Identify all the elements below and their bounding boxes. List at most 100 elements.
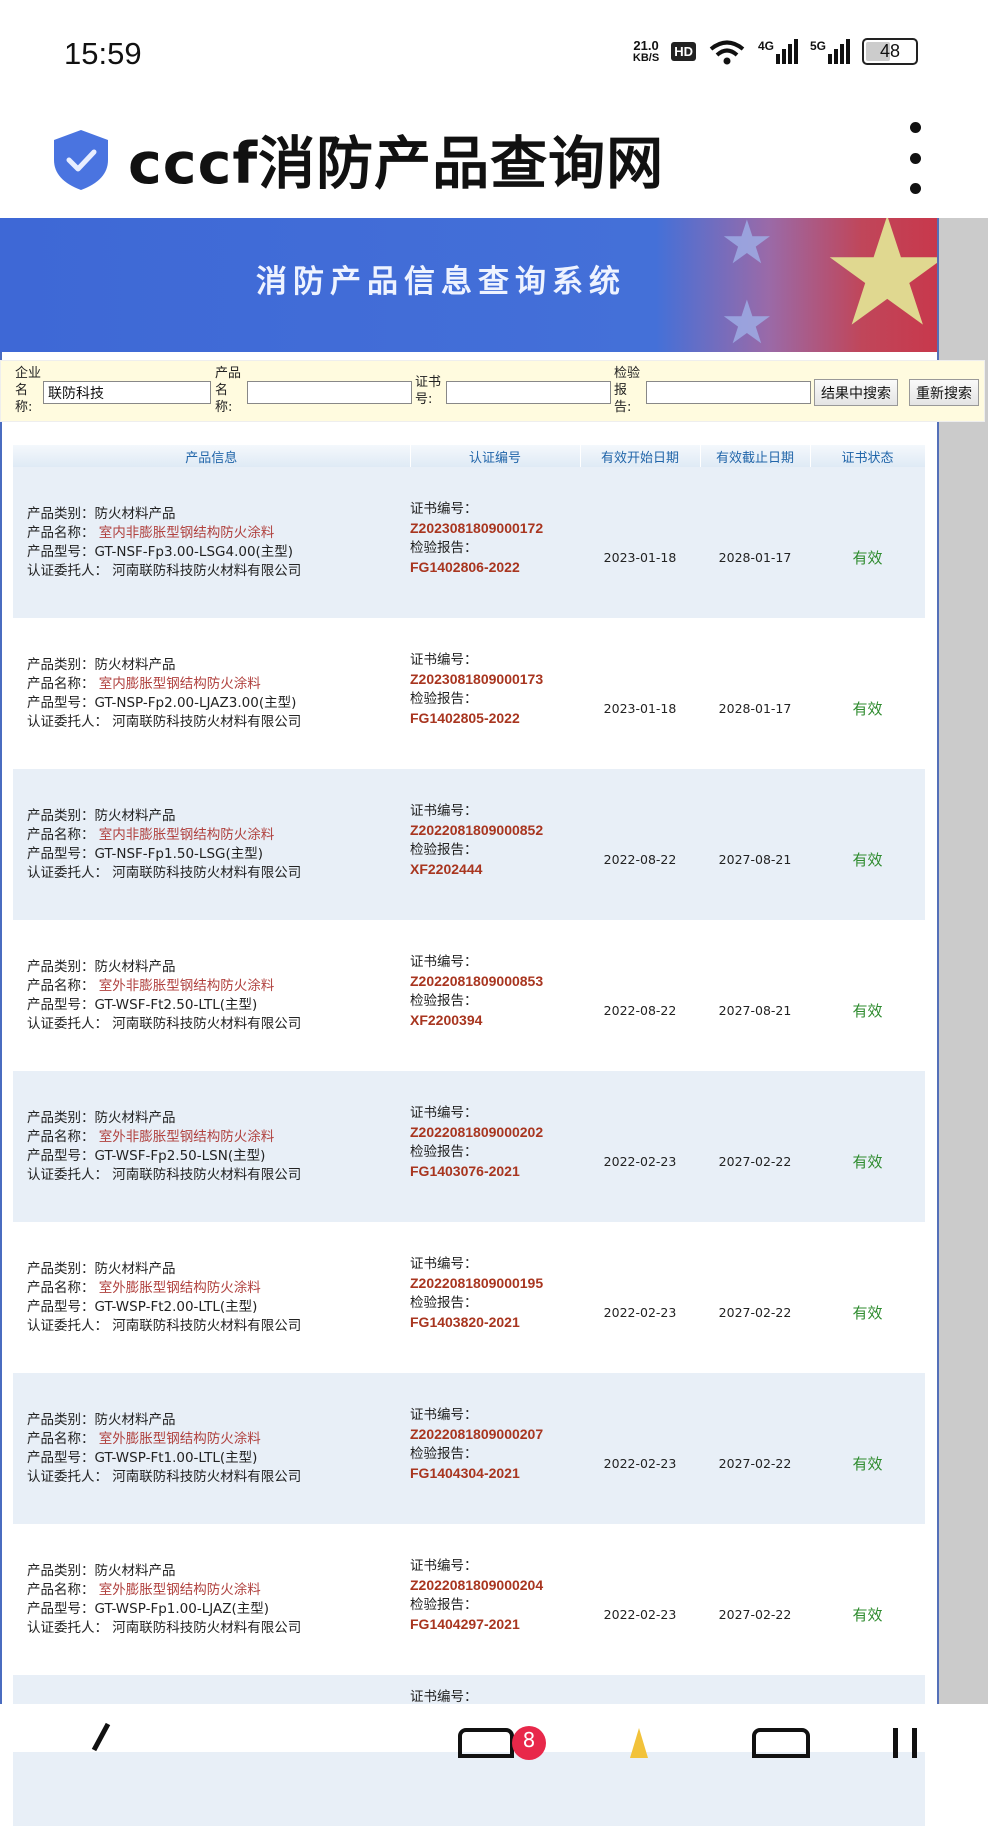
product-input[interactable] [247, 381, 412, 404]
home-icon[interactable] [630, 1728, 648, 1758]
cert-number-link[interactable]: Z2022081809000207 [410, 1425, 544, 1442]
model-label: 产品型号： [27, 1600, 95, 1617]
back-icon[interactable] [84, 1720, 114, 1752]
model-label: 产品型号： [27, 1147, 95, 1164]
status-badge: 有效 [810, 1071, 925, 1222]
site-banner: ★ ★ ★ 消防产品信息查询系统 [0, 218, 937, 352]
model-value: GT-WSF-Fp2.50-LSN(主型) [94, 1147, 266, 1164]
wifi-icon [709, 40, 745, 64]
end-date: 2027-08-21 [700, 769, 810, 920]
banner-title: 消防产品信息查询系统 [256, 264, 626, 300]
product-name-link[interactable]: 室外膨胀型钢结构防火涂料 [98, 1581, 261, 1598]
cert-label: 证书编号： [410, 1557, 478, 1574]
client-label: 认证委托人： [27, 1619, 108, 1636]
category-label: 产品类别： [27, 958, 95, 975]
report-number-link[interactable]: FG1402805-2022 [410, 709, 520, 726]
cert-cell: 证书编号： Z2023081809000172 检验报告： FG1402806-… [410, 467, 580, 618]
cert-cell: 证书编号： Z2022081809000202 检验报告： FG1403076-… [410, 1071, 580, 1222]
product-name-link[interactable]: 室外膨胀型钢结构防火涂料 [98, 1279, 261, 1296]
end-date: 2027-02-22 [700, 1373, 810, 1524]
category-label: 产品类别： [27, 1562, 95, 1579]
client-line: 认证委托人： 河南联防科技防火材料有限公司 [27, 1619, 410, 1638]
table-row: 产品类别：防火材料产品 产品名称： 室外膨胀型钢结构防火涂料 产品型号：GT-W… [13, 1524, 925, 1675]
report-number-link[interactable]: FG1404297-2021 [410, 1615, 520, 1632]
cert-number-link[interactable]: Z2023081809000172 [410, 519, 544, 536]
battery-level: 48 [879, 41, 901, 61]
product-info-cell: 产品类别：防火材料产品 产品名称： 室外膨胀型钢结构防火涂料 产品型号：GT-W… [13, 1373, 410, 1524]
report-number-link[interactable]: XF2200394 [410, 1011, 483, 1028]
star-icon: ★ [820, 218, 937, 352]
status-badge: 有效 [852, 1304, 883, 1322]
new-search-button[interactable]: 重新搜索 [909, 379, 979, 406]
cert-number-link[interactable]: Z2023081809000173 [410, 670, 544, 687]
speed-unit: KB/S [632, 51, 660, 64]
scrollbar-track[interactable] [937, 218, 988, 1704]
name-label: 产品名称： [27, 1279, 95, 1296]
name-label: 产品名称： [27, 1128, 95, 1145]
category-value: 防火材料产品 [94, 1260, 176, 1277]
tabs-icon[interactable] [458, 1728, 514, 1758]
report-label: 检验报告： [410, 1445, 478, 1462]
report-number-link[interactable]: FG1404304-2021 [410, 1464, 520, 1481]
report-input[interactable] [646, 381, 811, 404]
search-within-button[interactable]: 结果中搜索 [814, 379, 898, 406]
report-label: 检验报告： [410, 992, 478, 1009]
category-line: 产品类别：防火材料产品 [27, 958, 410, 977]
report-label: 检验报告： [410, 1596, 478, 1613]
product-name-link[interactable]: 室外非膨胀型钢结构防火涂料 [98, 977, 275, 994]
app-title: cccf消防产品查询网 [128, 131, 665, 197]
model-label: 产品型号： [27, 996, 95, 1013]
report-number-link[interactable]: FG1403820-2021 [410, 1313, 520, 1330]
name-label: 产品名称： [27, 826, 95, 843]
model-value: GT-WSP-Ft1.00-LTL(主型) [94, 1449, 258, 1466]
window-icon[interactable] [752, 1728, 810, 1758]
category-label: 产品类别： [27, 807, 95, 824]
model-label: 产品型号： [27, 1298, 95, 1315]
product-info-cell: 产品类别：防火材料产品 产品名称： 室外非膨胀型钢结构防火涂料 产品型号：GT-… [13, 1071, 410, 1222]
cert-number-link[interactable]: Z2022081809000204 [410, 1576, 544, 1593]
cert-cell: 证书编号： Z2022081809000852 检验报告： XF2202444 [410, 769, 580, 920]
category-line: 产品类别：防火材料产品 [27, 656, 410, 675]
name-line: 产品名称： 室外膨胀型钢结构防火涂料 [27, 1581, 410, 1600]
cert-input[interactable] [446, 381, 611, 404]
name-label: 产品名称： [27, 977, 95, 994]
client-value: 河南联防科技防火材料有限公司 [112, 562, 302, 579]
client-value: 河南联防科技防火材料有限公司 [112, 1166, 302, 1183]
product-name-link[interactable]: 室外非膨胀型钢结构防火涂料 [98, 1128, 275, 1145]
name-line: 产品名称： 室外膨胀型钢结构防火涂料 [27, 1279, 410, 1298]
model-line: 产品型号：GT-NSP-Fp2.00-LJAZ3.00(主型) [27, 694, 410, 713]
client-label: 认证委托人： [27, 562, 108, 579]
product-info-cell: 产品类别：防火材料产品 产品名称： 室外膨胀型钢结构防火涂料 产品型号：GT-W… [13, 1222, 410, 1373]
cert-number-link[interactable]: Z2022081809000853 [410, 972, 544, 989]
model-label: 产品型号： [27, 694, 95, 711]
more-menu-button[interactable] [903, 122, 927, 194]
table-row: 产品类别：防火材料产品 产品名称： 室内膨胀型钢结构防火涂料 产品型号：GT-N… [13, 618, 925, 769]
speed-value: 21.0 [633, 37, 659, 53]
cert-label: 证书号: [415, 375, 442, 407]
model-value: GT-WSF-Ft2.50-LTL(主型) [94, 996, 258, 1013]
product-name-link[interactable]: 室内非膨胀型钢结构防火涂料 [98, 524, 275, 541]
header-start-date: 有效开始日期 [580, 445, 701, 467]
category-label: 产品类别： [27, 1411, 95, 1428]
cert-number-link[interactable]: Z2022081809000202 [410, 1123, 544, 1140]
model-label: 产品型号： [27, 543, 95, 560]
header-cert-number: 认证编号 [410, 445, 581, 467]
product-name-link[interactable]: 室内膨胀型钢结构防火涂料 [98, 675, 261, 692]
report-number-link[interactable]: FG1402806-2022 [410, 558, 520, 575]
cert-number-link[interactable]: Z2022081809000852 [410, 821, 544, 838]
category-value: 防火材料产品 [94, 807, 176, 824]
status-badge: 有效 [852, 700, 883, 718]
product-name-link[interactable]: 室外膨胀型钢结构防火涂料 [98, 1430, 261, 1447]
client-value: 河南联防科技防火材料有限公司 [112, 1468, 302, 1485]
product-info-cell: 产品类别：防火材料产品 产品名称： 室内膨胀型钢结构防火涂料 产品型号：GT-N… [13, 618, 410, 769]
report-number-link[interactable]: FG1403076-2021 [410, 1162, 520, 1179]
company-input[interactable] [43, 381, 211, 404]
cert-cell: 证书编号： Z2022081809000195 检验报告： FG1403820-… [410, 1222, 580, 1373]
category-label: 产品类别： [27, 1260, 95, 1277]
menu-icon[interactable] [893, 1728, 917, 1758]
category-value: 防火材料产品 [94, 1109, 176, 1126]
product-name-link[interactable]: 室内非膨胀型钢结构防火涂料 [98, 826, 275, 843]
report-number-link[interactable]: XF2202444 [410, 860, 483, 877]
cert-label: 证书编号： [410, 1255, 478, 1272]
cert-number-link[interactable]: Z2022081809000195 [410, 1274, 544, 1291]
